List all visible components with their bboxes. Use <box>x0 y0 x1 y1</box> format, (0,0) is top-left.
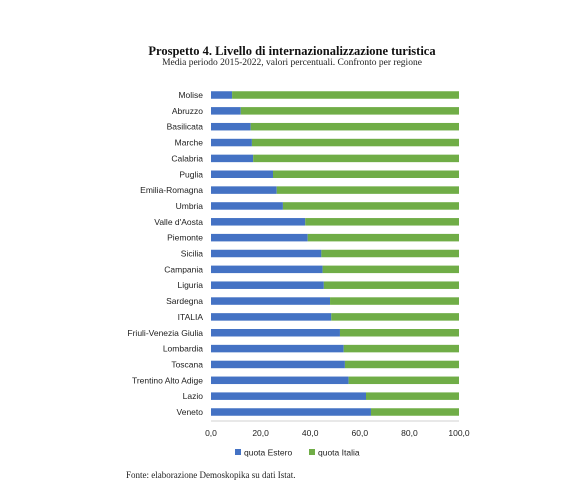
bar-quota-italia <box>323 281 459 289</box>
bar-quota-estero <box>211 186 277 194</box>
bar-quota-italia <box>321 249 459 258</box>
bar-quota-italia <box>307 233 459 242</box>
chart-subtitle: Media periodo 2015-2022, valori percentu… <box>162 58 422 68</box>
category-label: Veneto <box>177 407 204 417</box>
bar-quota-estero <box>211 281 324 289</box>
bar-quota-estero <box>211 360 345 369</box>
legend-label: quota Italia <box>318 448 360 458</box>
bar-quota-estero <box>211 122 251 131</box>
bars-layer <box>211 91 459 416</box>
bar-quota-estero <box>211 392 366 400</box>
bar-quota-estero <box>211 154 254 163</box>
x-tick-label: 100,0 <box>448 428 470 438</box>
category-label: ITALIA <box>178 312 204 322</box>
bar-quota-estero <box>211 313 332 321</box>
category-label: Marche <box>175 138 204 148</box>
bar-quota-estero <box>211 91 233 99</box>
legend-item-quota-italia: quota Italia <box>309 448 360 458</box>
bar-quota-italia <box>305 218 459 226</box>
legend-label: quota Estero <box>244 448 292 458</box>
source-note: Fonte: elaborazione Demoskopika su dati … <box>126 470 296 480</box>
bar-quota-estero <box>211 233 308 242</box>
bar-quota-italia <box>331 313 459 321</box>
category-labels: Molise Abruzzo Basilicata Marche Calabria Pug… <box>127 90 203 417</box>
category-label: Toscana <box>171 359 203 369</box>
bar-quota-italia <box>339 329 459 337</box>
bar-quota-estero <box>211 107 241 115</box>
category-label: Trentino Alto Adige <box>132 375 203 385</box>
bar-quota-italia <box>343 344 459 353</box>
bar-quota-italia <box>366 392 459 400</box>
x-tick-label: 60,0 <box>352 428 369 438</box>
bar-quota-italia <box>276 186 459 194</box>
category-label: Campania <box>164 264 203 274</box>
bar-quota-italia <box>273 170 459 178</box>
bar-quota-italia <box>240 107 459 115</box>
bar-quota-estero <box>211 138 252 147</box>
x-axis-ticks: 0,0 20,0 40,0 60,0 80,0 100,0 <box>205 428 470 438</box>
bar-quota-italia <box>348 376 459 385</box>
category-label: Piemonte <box>167 233 203 243</box>
category-label: Umbria <box>176 201 204 211</box>
category-label: Molise <box>178 90 203 100</box>
legend-item-quota-estero: quota Estero <box>235 448 292 458</box>
category-label: Friuli-Venezia Giulia <box>127 328 203 338</box>
category-label: Sardegna <box>166 296 203 306</box>
bar-quota-italia <box>370 408 459 416</box>
bar-quota-estero <box>211 265 323 274</box>
bar-quota-italia <box>282 202 459 210</box>
x-tick-label: 0,0 <box>205 428 217 438</box>
bar-quota-italia <box>250 122 459 131</box>
bar-quota-italia <box>322 265 459 274</box>
bar-quota-italia <box>232 91 459 99</box>
bar-quota-italia <box>344 360 459 369</box>
bar-quota-estero <box>211 344 344 353</box>
bar-quota-estero <box>211 202 283 210</box>
legend: quota Estero quota Italia <box>235 448 360 458</box>
bar-quota-estero <box>211 249 322 258</box>
x-tick-label: 80,0 <box>401 428 418 438</box>
bar-quota-estero <box>211 408 371 416</box>
category-label: Lazio <box>183 391 204 401</box>
x-tick-label: 40,0 <box>302 428 319 438</box>
bar-quota-estero <box>211 170 273 178</box>
category-label: Valle d'Aosta <box>154 217 203 227</box>
category-label: Basilicata <box>167 122 204 132</box>
category-label: Liguria <box>177 280 203 290</box>
chart-title: Prospetto 4. Livello di internazionalizz… <box>148 44 436 58</box>
bar-quota-estero <box>211 297 331 305</box>
legend-swatch <box>235 449 241 455</box>
category-label: Lombardia <box>163 344 203 354</box>
legend-swatch <box>309 449 315 455</box>
category-label: Abruzzo <box>172 106 203 116</box>
bar-quota-italia <box>253 154 459 163</box>
bar-quota-estero <box>211 329 340 337</box>
category-label: Sicilia <box>181 249 203 259</box>
bar-quota-italia <box>251 138 459 147</box>
bar-quota-estero <box>211 218 306 226</box>
bar-quota-estero <box>211 376 349 385</box>
x-tick-label: 20,0 <box>252 428 269 438</box>
category-label: Calabria <box>171 153 203 163</box>
category-label: Emilia-Romagna <box>140 185 203 195</box>
bar-quota-italia <box>330 297 459 305</box>
category-label: Puglia <box>179 169 203 179</box>
